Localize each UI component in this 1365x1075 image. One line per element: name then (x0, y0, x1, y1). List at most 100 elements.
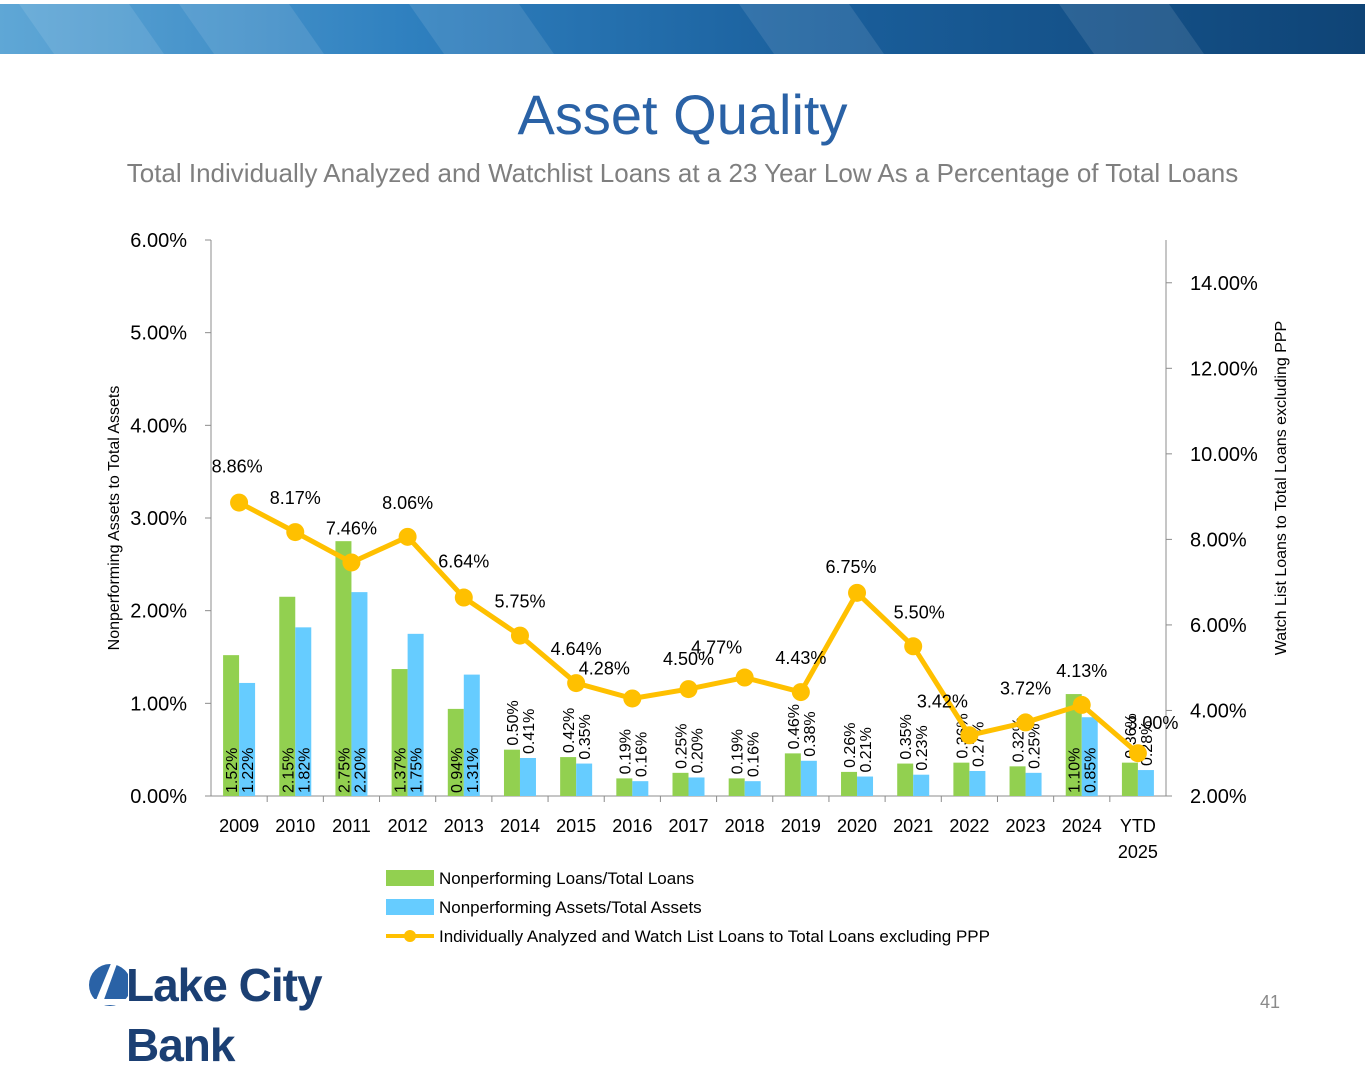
bar-data-label: 1.10% (1067, 748, 1084, 793)
bar-npl (1065, 694, 1082, 796)
bar-npl (841, 771, 858, 796)
line-data-label: 3.42% (917, 691, 968, 711)
logo-mark-icon (89, 961, 131, 1006)
line-point (510, 626, 529, 645)
y-tick-label: 1.00% (130, 693, 187, 715)
legend-swatch-marker (404, 930, 416, 942)
line-point (623, 689, 642, 708)
line-point (454, 588, 473, 607)
bar-npa (351, 592, 368, 796)
bar-data-label: 1.31% (465, 748, 482, 793)
y-tick-label: 3.00% (130, 508, 187, 530)
y2-tick-label: 8.00% (1190, 529, 1247, 551)
bar-data-label: 0.20% (690, 728, 707, 773)
bar-npa (295, 627, 312, 796)
line-point (1072, 695, 1091, 714)
line-data-label: 3.72% (1000, 678, 1051, 698)
x-tick-label: 2012 (388, 816, 428, 836)
line-data-label: 5.75% (494, 592, 545, 612)
x-tick-label: 2017 (668, 816, 708, 836)
bar-npa (688, 777, 705, 796)
bar-npa (463, 674, 480, 796)
x-tick-label: 2018 (725, 816, 765, 836)
line-data-label: 4.43% (775, 648, 826, 668)
bar-data-label: 1.22% (240, 748, 257, 793)
y2-tick-label: 2.00% (1190, 786, 1247, 808)
bar-data-label: 0.19% (730, 729, 747, 774)
y-tick-label: 5.00% (130, 323, 187, 345)
line-data-label: 6.64% (438, 552, 489, 572)
x-tick-label: 2023 (1006, 816, 1046, 836)
bar-npa (969, 770, 986, 796)
legend-swatch (386, 899, 434, 915)
line-point (1128, 744, 1147, 763)
header-banner (0, 4, 1365, 54)
bar-data-label: 2.75% (336, 748, 353, 793)
bar-npa (519, 758, 536, 796)
bar-data-label: 0.41% (521, 709, 538, 754)
bar-data-label: 0.85% (1083, 748, 1100, 793)
bar-npl (335, 541, 352, 796)
bar-data-label: 2.20% (352, 748, 369, 793)
line-point (679, 680, 698, 699)
bar-data-label: 0.94% (449, 748, 466, 793)
y2-tick-label: 10.00% (1190, 444, 1258, 466)
y2-tick-label: 4.00% (1190, 700, 1247, 722)
line-point (398, 527, 417, 546)
bar-npa (744, 781, 761, 796)
bar-data-label: 0.19% (617, 729, 634, 774)
bar-data-label: 0.50% (505, 700, 522, 745)
bar-npl (728, 778, 745, 796)
bar-npa (913, 774, 930, 796)
bar-npl (223, 655, 240, 796)
y2-tick-label: 12.00% (1190, 358, 1258, 380)
legend-label: Nonperforming Loans/Total Loans (439, 869, 694, 888)
y-axis-title: Nonperforming Assets to Total Assets (106, 386, 123, 651)
line-point (567, 674, 586, 693)
bar-npa (1137, 770, 1154, 796)
bar-data-label: 0.46% (786, 704, 803, 749)
bar-npa (632, 781, 649, 796)
bar-npl (447, 708, 464, 796)
line-point (735, 668, 754, 687)
bar-npa (239, 682, 256, 796)
line-point (960, 726, 979, 745)
x-tick-label: 2022 (949, 816, 989, 836)
bar-data-label: 0.25% (1027, 723, 1044, 768)
line-data-label: 6.75% (826, 557, 877, 577)
bar-npa (576, 763, 593, 796)
bar-npl (1009, 766, 1026, 796)
bar-npl (672, 772, 689, 796)
bar-data-label: 1.52% (224, 748, 241, 793)
bar-npl (953, 762, 970, 796)
x-tick-label: 2009 (219, 816, 259, 836)
bar-data-label: 0.16% (746, 732, 763, 777)
legend-label: Nonperforming Assets/Total Assets (439, 898, 702, 917)
y2-tick-label: 6.00% (1190, 615, 1247, 637)
bar-npl (279, 596, 296, 796)
bar-npl (560, 757, 577, 796)
line-data-label: 7.46% (326, 518, 377, 538)
y-tick-label: 6.00% (130, 230, 187, 252)
bar-npl (503, 749, 520, 796)
bar-data-label: 1.75% (409, 748, 426, 793)
x-tick-label: 2011 (332, 816, 371, 836)
bar-data-label: 0.35% (898, 714, 915, 759)
line-data-label: 4.50% (663, 649, 714, 669)
x-tick-label: 2015 (556, 816, 596, 836)
x-tick-label: 2020 (837, 816, 877, 836)
line-data-label: 4.77% (691, 638, 742, 658)
x-tick-label: 2010 (275, 816, 315, 836)
bar-npa (857, 776, 874, 796)
bar-data-label: 0.26% (842, 723, 859, 768)
x-tick-label: 2019 (781, 816, 821, 836)
bar-data-label: 0.23% (914, 725, 931, 770)
x-tick-label: 2024 (1062, 816, 1102, 836)
bar-data-label: 2.15% (280, 748, 297, 793)
bar-npa (407, 633, 424, 796)
y-tick-label: 4.00% (130, 415, 187, 437)
line-data-label: 4.64% (551, 639, 602, 659)
bar-data-label: 0.38% (802, 711, 819, 756)
x-tick-label: 2021 (893, 816, 933, 836)
company-logo: Lake City Bank (88, 955, 418, 1071)
